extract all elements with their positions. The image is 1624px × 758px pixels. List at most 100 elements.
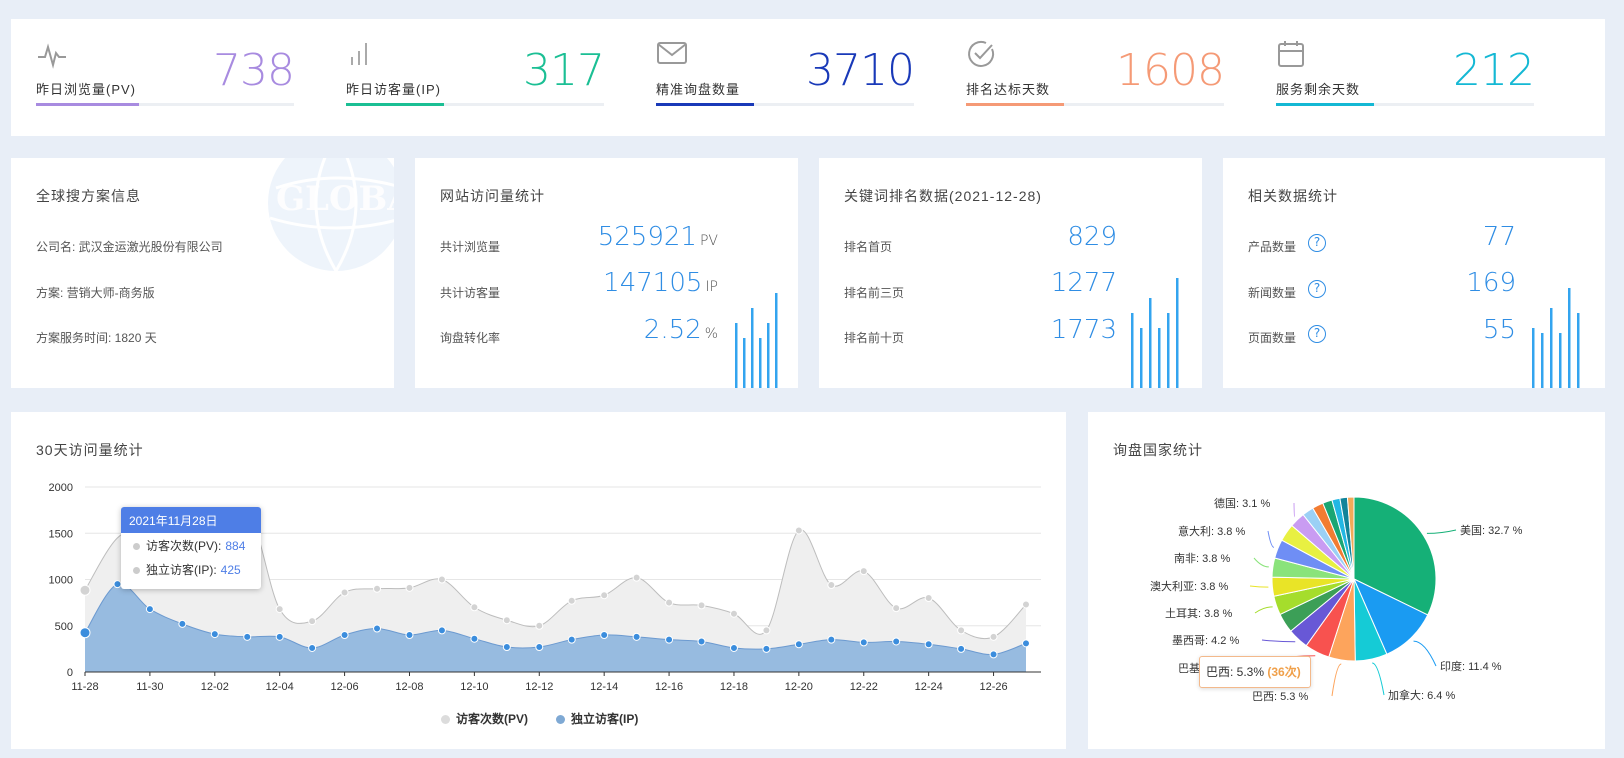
data-point-ip[interactable] [210,630,219,639]
data-point-pv[interactable] [470,603,479,612]
pie-label: 巴西: 5.3 % [1252,691,1308,703]
x-tick-label: 12-10 [460,681,488,693]
data-point-pv[interactable] [275,605,284,614]
data-point-pv[interactable] [762,626,771,635]
data-point-ip[interactable] [794,640,803,649]
kpi-pv: 昨日浏览量(PV) 738 [36,19,295,136]
help-icon[interactable]: ? [1308,280,1326,298]
legend-label: 访客次数(PV) [456,712,529,726]
kpi-progress-fill [656,103,755,106]
data-point-ip[interactable] [600,631,609,639]
data-point-ip[interactable] [957,644,966,653]
data-point-ip[interactable] [79,627,91,639]
data-point-ip[interactable] [145,605,154,614]
kpi-progress-fill [36,103,140,106]
data-point-ip[interactable] [178,619,187,628]
kpi-label: 服务剩余天数 [1276,82,1361,97]
series-area-ip [85,583,1026,672]
data-point-pv[interactable] [794,526,803,535]
data-point-pv[interactable] [665,598,674,607]
data-point-ip[interactable] [729,643,738,652]
data-point-pv[interactable] [373,584,382,593]
data-point-pv[interactable] [924,594,933,602]
data-point-ip[interactable] [665,635,674,644]
data-point-ip[interactable] [567,635,576,644]
help-icon[interactable]: ? [1308,325,1326,343]
data-point-ip[interactable] [762,644,771,653]
data-point-ip[interactable] [308,643,317,652]
mail-icon [657,42,687,64]
data-point-ip[interactable] [697,637,706,646]
y-tick-label: 1000 [49,575,73,587]
help-icon[interactable]: ? [1308,234,1326,252]
data-point-pv[interactable] [697,601,706,610]
data-point-ip[interactable] [405,631,414,639]
legend-item-pv[interactable]: 访客次数(PV) [441,710,528,727]
y-tick-label: 1500 [49,528,73,540]
pie-label-line [1426,529,1457,534]
data-point-ip[interactable] [924,640,933,649]
traffic-card: 网站访问量统计 共计浏览量 共计访客量 询盘转化率 525921 PV 14710… [415,158,798,388]
data-point-pv[interactable] [502,616,511,625]
tooltip-value: 425 [220,563,241,577]
data-point-pv[interactable] [308,617,317,626]
data-point-ip[interactable] [859,638,868,647]
kpi-service-days: 服务剩余天数 212 [1276,19,1535,136]
data-point-ip[interactable] [275,632,284,641]
data-point-ip[interactable] [113,580,122,589]
pie-tooltip-label: 巴西: 5.3% [1206,665,1265,679]
data-point-pv[interactable] [340,588,349,597]
pie-label-line [1253,557,1269,568]
x-tick-label: 12-22 [850,681,878,693]
data-point-pv[interactable] [535,621,544,630]
data-point-pv[interactable] [859,567,868,576]
tooltip-date: 2021年11月28日 [121,507,261,533]
data-point-pv[interactable] [729,609,738,618]
data-point-pv[interactable] [892,604,901,613]
data-point-pv[interactable] [567,596,576,605]
data-point-ip[interactable] [243,632,252,641]
data-point-ip[interactable] [827,635,836,644]
x-tick-label: 12-20 [785,681,813,693]
stat-value: 1773 [1050,315,1117,345]
pie-slice[interactable] [1353,496,1437,616]
related-stats-card: 相关数据统计 产品数量 新闻数量 页面数量 ? ? ? 77 169 55 [1223,158,1605,388]
legend-dot [556,715,565,724]
data-point-pv[interactable] [632,573,641,582]
service-time: 方案服务时间: 1820 天 [36,331,157,345]
data-point-pv[interactable] [600,591,609,600]
data-point-pv[interactable] [1022,600,1030,609]
pie-label-line [1413,640,1437,667]
data-point-ip[interactable] [470,634,479,643]
data-point-ip[interactable] [632,632,641,641]
data-point-ip[interactable] [892,637,901,646]
data-point-ip[interactable] [502,643,511,652]
tooltip-dot [133,567,140,574]
calendar-icon [1278,41,1304,67]
data-point-pv[interactable] [827,581,836,590]
pie-tooltip-count: (36次) [1267,665,1301,679]
stat-label: 排名前十页 [844,331,905,345]
data-point-pv[interactable] [405,583,414,592]
country-pie-chart[interactable]: 美国: 32.7 % 印度: 11.4 % 加拿大: 6.4 % 巴西: 5.3 % 巴… [1088,412,1605,749]
data-point-pv[interactable] [79,584,91,596]
data-point-ip[interactable] [1022,639,1030,648]
data-point-ip[interactable] [340,631,349,639]
kpi-card-row: 昨日浏览量(PV) 738 昨日访客量(IP) 317 精准询盘数量 3710 … [11,19,1605,136]
data-point-ip[interactable] [437,626,446,635]
visits-area-chart[interactable]: 0 500 1000 1500 2000 11-28 11-30 12-02 12-04 12-0… [11,412,1066,712]
data-point-ip[interactable] [535,643,544,652]
data-point-pv[interactable] [989,632,998,641]
stat-value: 1277 [1050,268,1117,298]
legend-item-ip[interactable]: 独立访客(IP) [556,710,638,727]
panel-title: 相关数据统计 [1248,188,1338,204]
data-point-pv[interactable] [957,626,966,635]
globe-watermark-icon: GLOBAL [268,158,394,272]
data-point-ip[interactable] [989,650,998,659]
pie-slice[interactable] [1346,496,1355,580]
legend-dot [441,715,450,724]
data-point-ip[interactable] [373,624,382,633]
stat-label: 排名前三页 [844,286,905,300]
data-point-pv[interactable] [437,575,446,584]
x-tick-label: 12-12 [525,681,553,693]
